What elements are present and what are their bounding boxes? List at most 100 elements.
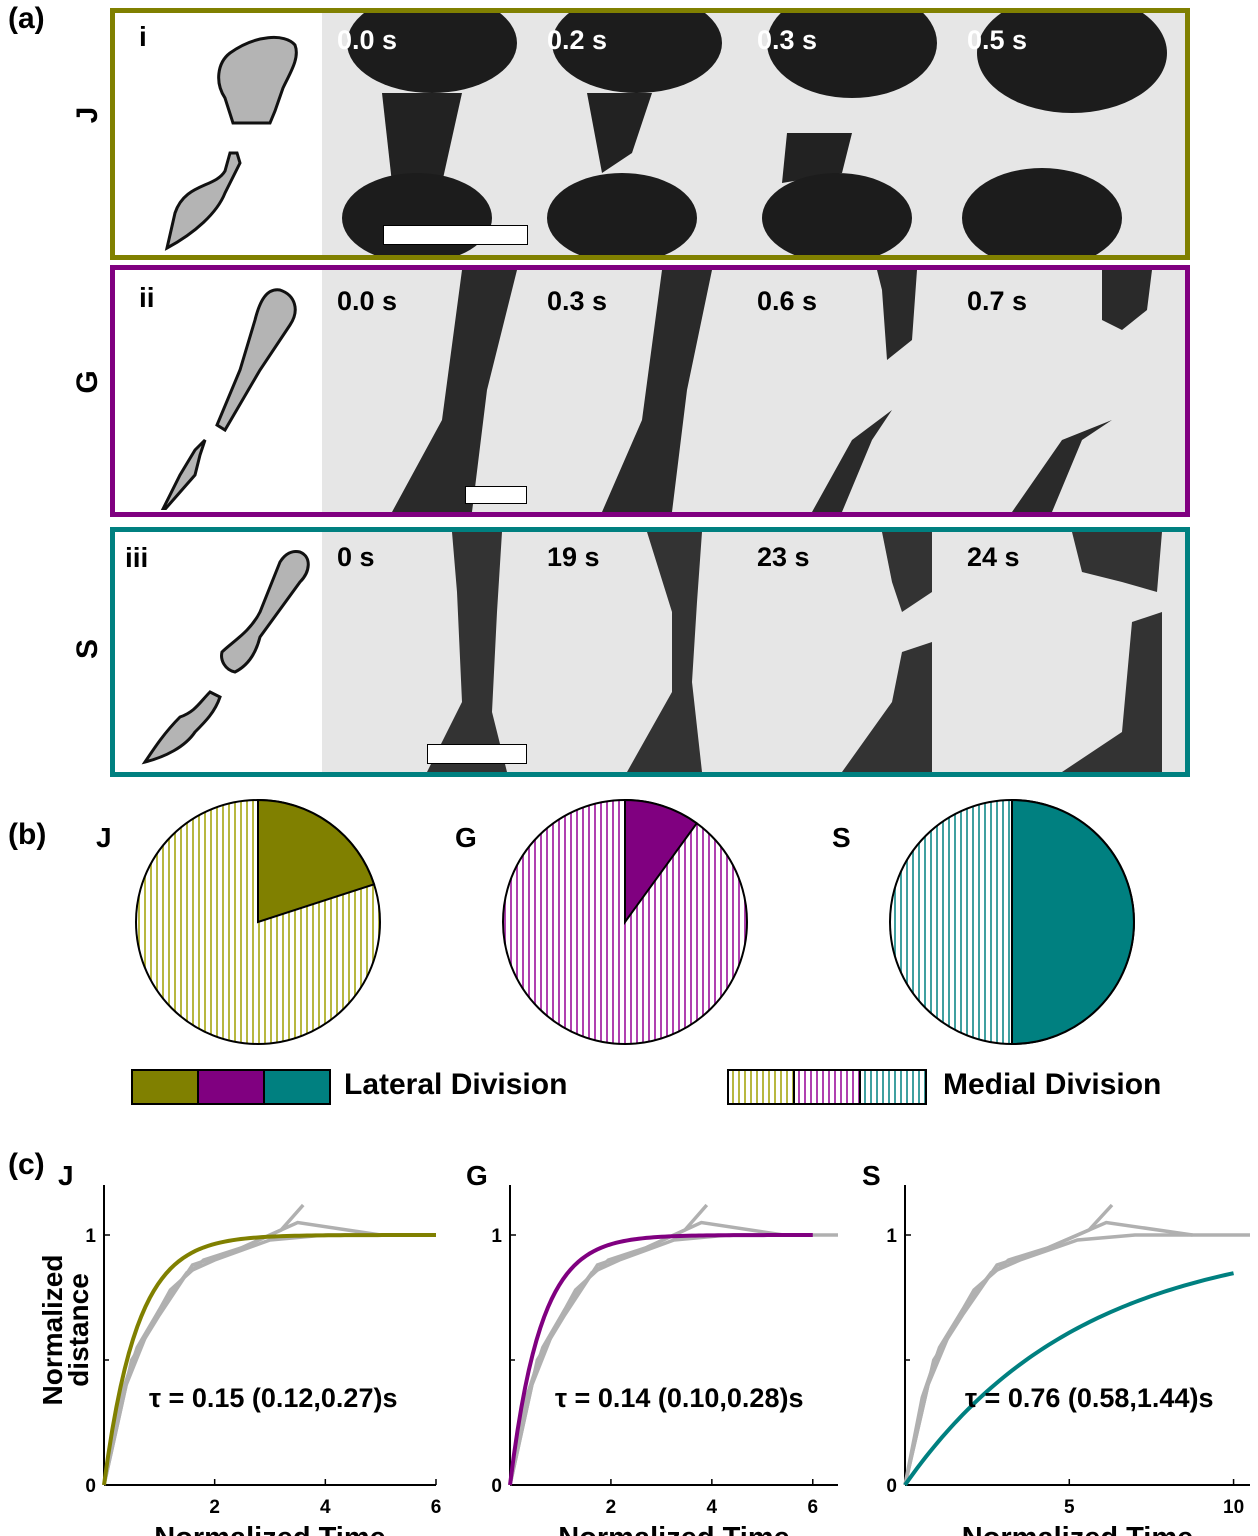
trace-line: [508, 1220, 784, 1486]
pie-label-s: S: [832, 822, 851, 853]
trace-line: [903, 1233, 1250, 1486]
roman-ii: ii: [139, 282, 155, 313]
time-label: 0.2 s: [547, 25, 608, 55]
chart-label-j: J: [58, 1160, 74, 1191]
time-label: 0.0 s: [337, 286, 398, 316]
y-tick-label: 1: [85, 1226, 96, 1247]
frame-j-4: [952, 13, 1185, 255]
frame-j-1: [322, 13, 532, 255]
row-label-j: J: [71, 106, 104, 124]
time-label: 0.6 s: [757, 286, 818, 316]
x-axis-label: Normalized Time: [558, 1522, 790, 1536]
chart-label-s: S: [862, 1160, 881, 1191]
legend-swatch-medial-j: [727, 1069, 795, 1105]
x-axis-label: Normalized Time: [154, 1522, 386, 1536]
y-tick-label: 1: [886, 1226, 897, 1247]
frame-j-2: [532, 13, 742, 255]
x-axis-label: Normalized Time: [962, 1522, 1194, 1536]
x-tick-label: 2: [209, 1497, 220, 1518]
time-label: 0.3 s: [547, 286, 608, 316]
row-g-box: ii 0.0 s 0.3 s 0.6 s 0.7 s: [110, 265, 1190, 517]
fit-curve: [508, 1233, 813, 1486]
trace-line: [102, 1233, 436, 1486]
row-s-box: iii 0 s 19 s 23 s 24 s: [110, 527, 1190, 777]
x-tick-label: 6: [431, 1497, 442, 1518]
y-tick-label: 1: [491, 1226, 502, 1247]
scale-bar: [427, 744, 527, 764]
y-axis-label-line: Normalized: [37, 1255, 68, 1406]
cell-sketch-j: [164, 35, 298, 251]
row-label-g: G: [71, 370, 104, 394]
chart-s: 0 1 5 10 τ = 0.76 (0.58,1.44)s Normalized Tim…: [886, 1185, 1250, 1536]
time-label: 24 s: [967, 542, 1020, 572]
y-tick-label: 0: [491, 1476, 502, 1497]
pie-label-j: J: [96, 822, 112, 853]
legend-swatch-lateral-g: [197, 1069, 265, 1105]
decay-charts: 0 1 2 4 6 τ = 0.15 (0.12,0.27)s Normalized Tim…: [37, 1185, 1250, 1536]
row-j-box: i 0.0 s 0.2 s 0.3 s 0.5 s: [110, 8, 1190, 260]
panel-c-label: (c): [8, 1148, 45, 1181]
time-label: 19 s: [547, 542, 600, 572]
chart-g: 0 1 2 4 6 τ = 0.14 (0.10,0.28)s Normalized Tim…: [491, 1185, 838, 1536]
legend-swatch-medial-g: [793, 1069, 861, 1105]
time-label: 0.3 s: [757, 25, 818, 55]
frame-s-3: [742, 532, 952, 772]
pie-label-g: G: [455, 822, 477, 853]
cell-sketch-s: [141, 550, 310, 765]
trace-line: [102, 1203, 305, 1486]
time-label: 0.7 s: [967, 286, 1028, 316]
frame-j-3: [742, 13, 952, 255]
legend-swatch-medial-s: [859, 1069, 927, 1105]
x-tick-label: 6: [807, 1497, 818, 1518]
frame-g-2: [532, 270, 742, 512]
cell-sketch-g: [160, 288, 297, 510]
tau-annotation: τ = 0.76 (0.58,1.44)s: [965, 1383, 1213, 1413]
time-label: 0 s: [337, 542, 375, 572]
chart-label-g: G: [466, 1160, 488, 1191]
pie-j: [135, 798, 381, 1045]
x-tick-label: 2: [606, 1497, 617, 1518]
frame-s-2: [532, 532, 742, 772]
x-tick-label: 4: [320, 1497, 331, 1518]
pie-charts: [131, 798, 1135, 1105]
trace-line: [102, 1220, 381, 1486]
time-label: 0.0 s: [337, 25, 398, 55]
pie-slice-lateral: [257, 798, 376, 924]
frame-s-4: [952, 532, 1185, 772]
frame-g-3: [742, 270, 952, 512]
trace-line: [903, 1220, 1193, 1486]
trace-line: [508, 1203, 709, 1486]
roman-iii: iii: [125, 542, 149, 573]
frame-g-1: [322, 270, 532, 512]
scale-bar: [465, 486, 527, 504]
panel-a-label: (a): [8, 2, 45, 35]
time-label: 23 s: [757, 542, 810, 572]
pie-slice-lateral: [1011, 798, 1135, 1046]
roman-i: i: [139, 21, 147, 52]
x-tick-label: 10: [1223, 1497, 1244, 1518]
time-label: 0.5 s: [967, 25, 1028, 55]
frame-g-4: [952, 270, 1185, 512]
legend-medial-label: Medial Division: [943, 1068, 1162, 1101]
pie-s: [889, 798, 1135, 1046]
fit-curve: [903, 1271, 1235, 1487]
x-tick-label: 5: [1064, 1497, 1075, 1518]
chart-j: 0 1 2 4 6 τ = 0.15 (0.12,0.27)s Normalized Tim…: [85, 1185, 441, 1536]
x-tick-label: 4: [707, 1497, 718, 1518]
fit-curve: [102, 1233, 437, 1486]
trace-line: [903, 1203, 1114, 1486]
tau-annotation: τ = 0.15 (0.12,0.27)s: [149, 1383, 397, 1413]
legend-swatch-lateral-j: [131, 1069, 199, 1105]
y-tick-label: 0: [85, 1476, 96, 1497]
row-label-s: S: [71, 639, 104, 660]
tau-annotation: τ = 0.14 (0.10,0.28)s: [555, 1383, 803, 1413]
y-tick-label: 0: [886, 1476, 897, 1497]
frame-s-1: [322, 532, 532, 772]
legend-swatch-lateral-s: [263, 1069, 331, 1105]
panel-b-label: (b): [8, 818, 47, 851]
trace-line: [508, 1233, 838, 1486]
pie-g: [502, 798, 748, 1045]
legend-lateral-label: Lateral Division: [344, 1068, 568, 1101]
y-axis-label-line: distance: [63, 1273, 94, 1387]
